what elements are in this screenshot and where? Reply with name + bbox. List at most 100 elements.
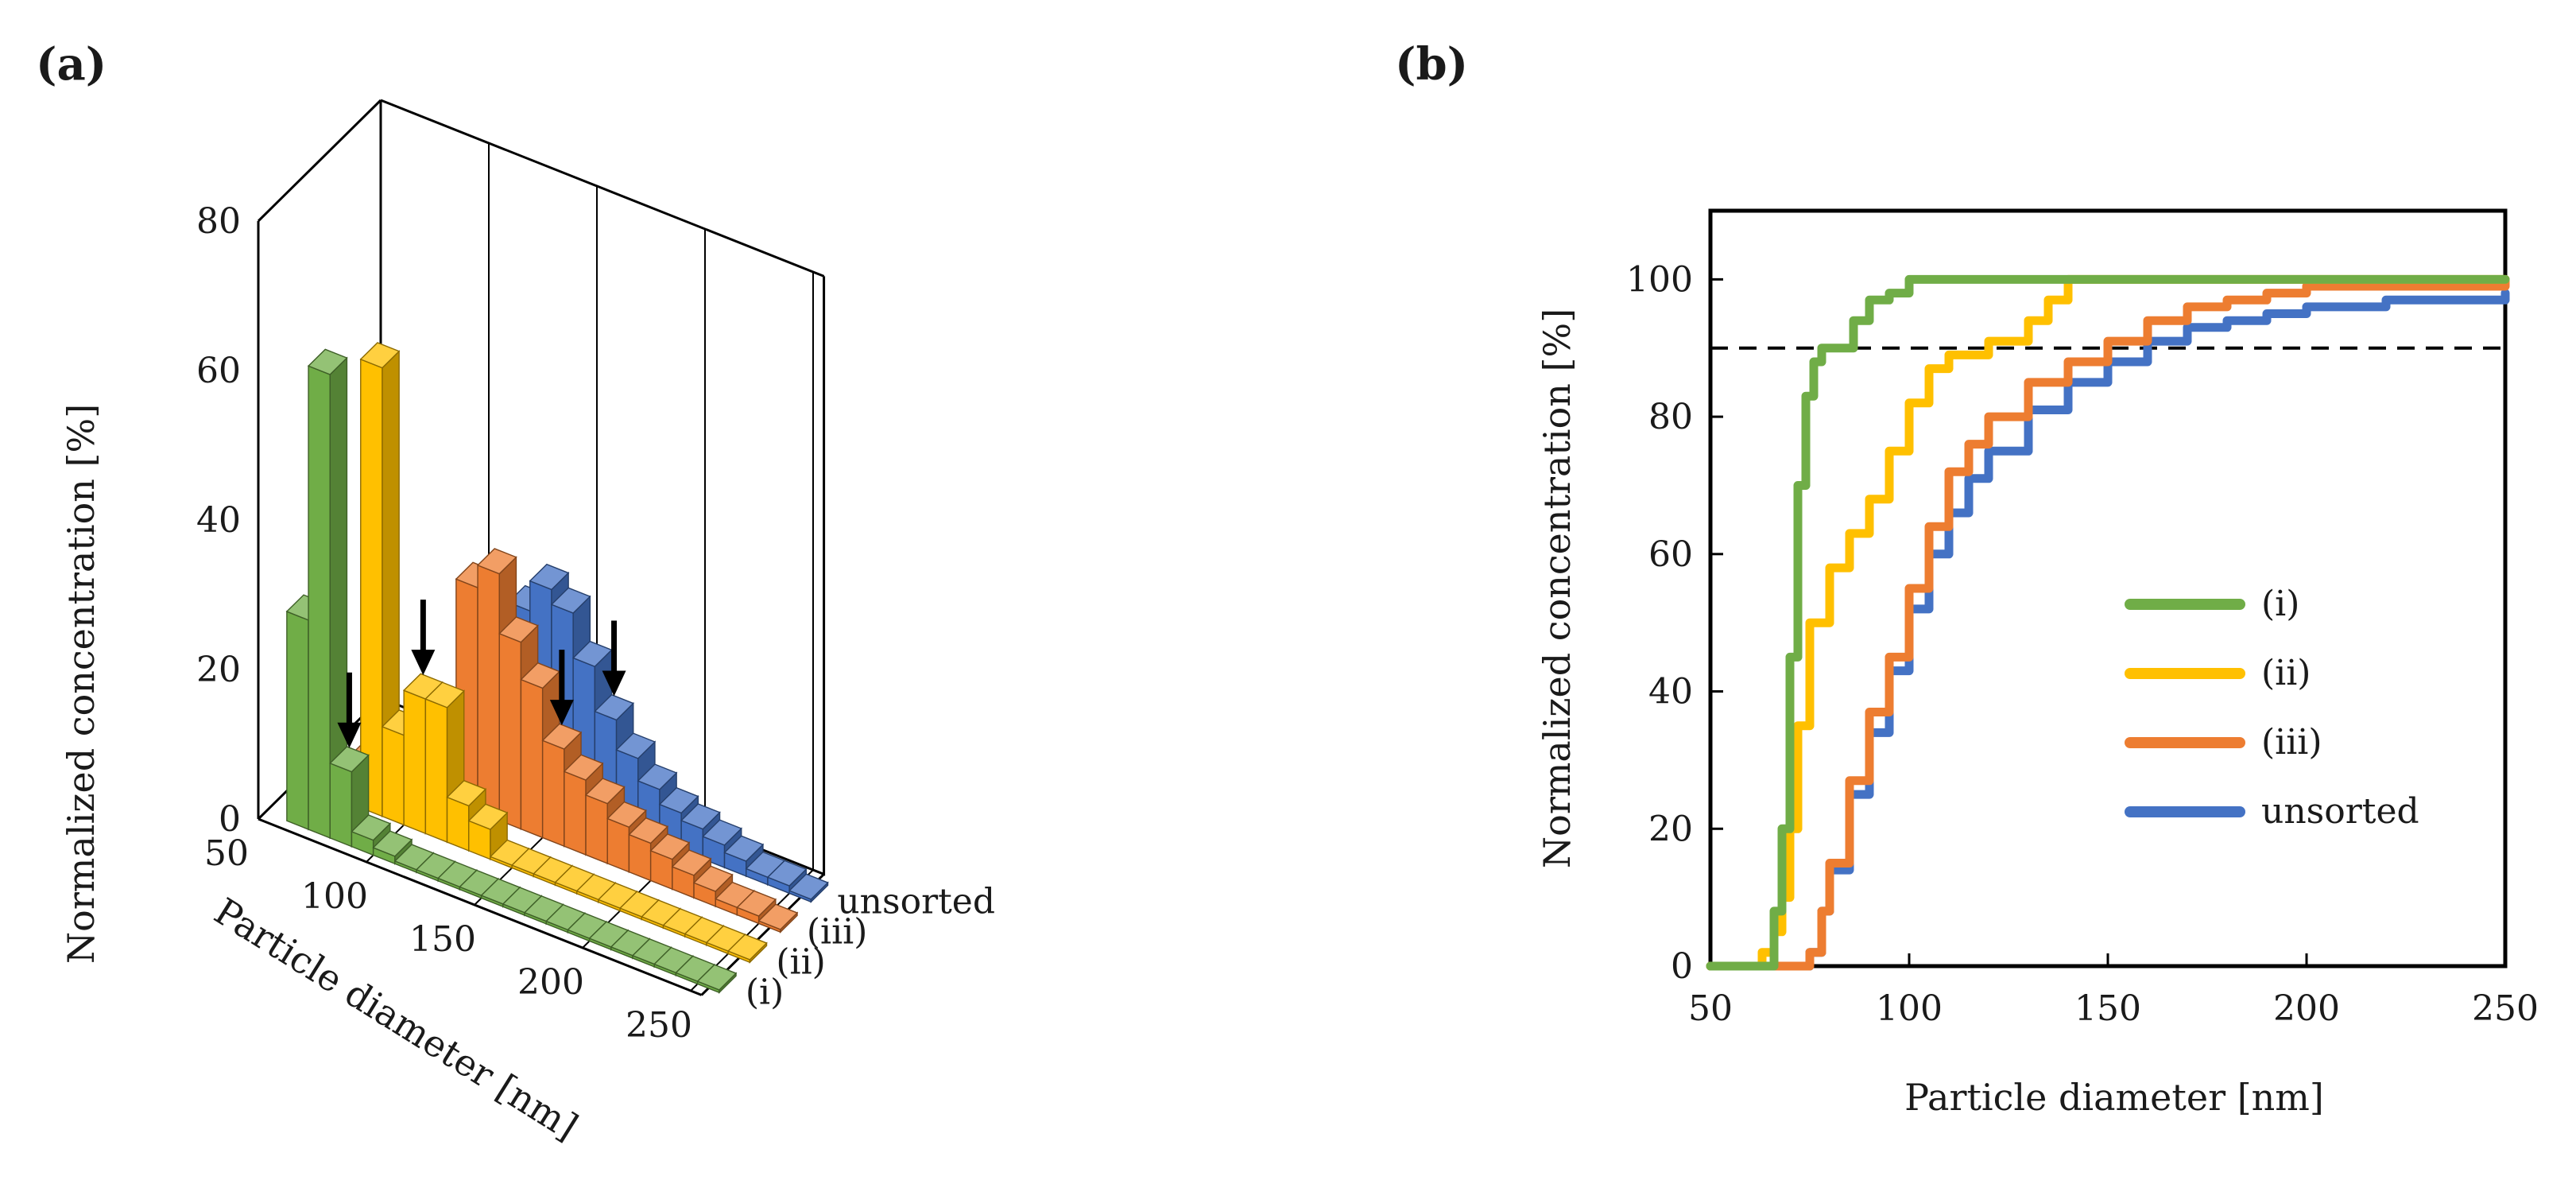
chart-a-y-tick: 40	[196, 500, 241, 541]
chart-b-y-tick: 80	[1648, 397, 1693, 437]
bar-front-face	[286, 611, 309, 831]
chart-b-ylabel: Normalized concentration [%]	[1536, 309, 1579, 868]
bar-front-face	[308, 365, 331, 839]
cdf-line-ii	[1706, 274, 2510, 971]
bar-front-face	[585, 794, 608, 864]
bar-top-face	[541, 723, 583, 750]
x-axis-line	[258, 817, 703, 996]
bar-top-face	[788, 873, 829, 900]
chart-a-x-tick: 150	[409, 919, 476, 960]
chart-b-y-tick: 20	[1648, 809, 1693, 849]
bar-front-face	[329, 762, 353, 848]
chart-b-y-tick: 40	[1648, 672, 1693, 712]
chart-a-series-label: (iii)	[807, 911, 868, 952]
bar-front-face	[606, 817, 630, 873]
chart-a-y-tick: 0	[219, 799, 241, 840]
bar-top-face	[359, 342, 401, 369]
cdf-line-i	[1706, 274, 2510, 971]
bar-top-face	[424, 681, 465, 708]
cdf-line-iii	[1706, 274, 2510, 971]
bar	[788, 873, 829, 903]
bar-top-face	[766, 860, 808, 887]
legend-label: unsorted	[2261, 791, 2419, 832]
panel-a-label: (a)	[36, 38, 107, 91]
bar-top-face	[372, 830, 413, 857]
bar-top-face	[736, 890, 777, 917]
bar-front-face	[446, 796, 470, 852]
bar-top-face	[307, 348, 348, 375]
bar-front-face	[541, 739, 565, 848]
chart-a-series-label: unsorted	[837, 881, 995, 922]
bar-top-face	[584, 778, 626, 805]
chart-b-y-tick: 0	[1671, 946, 1693, 987]
median-arrow-head	[337, 722, 362, 748]
bar-front-face	[382, 725, 405, 826]
bar-front-face	[564, 770, 587, 856]
bar-top-face	[476, 548, 517, 575]
chart-a-x-tick: 200	[517, 962, 584, 1003]
bar-top-face	[692, 865, 734, 892]
chart-b-x-tick: 100	[1876, 988, 1943, 1029]
chart-a-series-label: (ii)	[776, 941, 825, 982]
chart-b-y-tick: 100	[1626, 259, 1693, 300]
median-arrow-head	[549, 700, 574, 726]
bar-top-face	[671, 849, 712, 876]
chart-a-series-label: (i)	[746, 972, 784, 1012]
bar-top-face	[702, 819, 742, 846]
chart-a-x-tick: 250	[626, 1005, 692, 1046]
chart-b-x-tick: 50	[1688, 988, 1733, 1029]
legend-label: (ii)	[2261, 653, 2311, 693]
bar-top-face	[329, 746, 370, 773]
chart-b-x-tick: 250	[2472, 988, 2539, 1029]
legend-item: (ii)	[2125, 653, 2311, 693]
bar-top-face	[446, 779, 487, 807]
bar-front-face	[403, 689, 427, 835]
bar	[307, 348, 348, 840]
legend-item: (iii)	[2125, 722, 2322, 763]
chart-b-x-tick: 200	[2273, 988, 2340, 1029]
bar-top-face	[594, 693, 634, 721]
chart-b-x-tick: 150	[2074, 988, 2141, 1029]
bar-series-i	[285, 348, 738, 994]
bar	[726, 934, 768, 964]
panel-b-label: (b)	[1395, 38, 1468, 91]
side-wall-top-edge	[257, 99, 382, 223]
bar-series-ii	[316, 342, 768, 964]
bar-top-face	[658, 786, 699, 814]
chart-a-xlabel: Particle diameter [nm]	[207, 890, 585, 1148]
bar-front-face	[424, 698, 448, 844]
chart-a-x-tick: 50	[204, 833, 249, 874]
bar-front-face	[360, 358, 383, 817]
bar-front-face	[520, 678, 544, 839]
chart-a: Normalized concentration [%] Particle di…	[60, 99, 995, 1148]
bar	[757, 903, 799, 934]
bar-top-face	[550, 587, 591, 614]
bar-top-face	[680, 803, 721, 830]
chart-b: Normalized concentration [%] Particle di…	[1536, 208, 2539, 1119]
bar-front-face	[477, 564, 500, 821]
bar-top-face	[696, 964, 738, 991]
bar-top-face	[723, 835, 765, 862]
chart-a-ylabel: Normalized concentration [%]	[60, 404, 103, 964]
legend-item: (i)	[2125, 584, 2299, 624]
legend-item: unsorted	[2125, 791, 2419, 832]
chart-b-xlabel: Particle diameter [nm]	[1904, 1076, 2324, 1119]
bar-front-face	[498, 632, 522, 830]
bar	[359, 342, 401, 818]
bar-top-face	[351, 814, 392, 841]
bar-top-face	[649, 833, 691, 860]
legend-label: (i)	[2261, 584, 2299, 624]
chart-a-y-tick: 60	[196, 351, 241, 391]
median-arrow-head	[411, 650, 436, 676]
back-wall-top-edge	[380, 99, 825, 278]
bar-top-face	[606, 801, 647, 829]
bar-top-face	[628, 817, 669, 844]
bar	[467, 803, 509, 861]
median-arrow-head	[602, 670, 626, 697]
bar-top-face	[615, 732, 657, 759]
chart-b-y-tick: 60	[1648, 534, 1693, 575]
bar-top-face	[563, 754, 604, 781]
bar-top-face	[529, 563, 570, 591]
bar-top-face	[726, 934, 768, 961]
